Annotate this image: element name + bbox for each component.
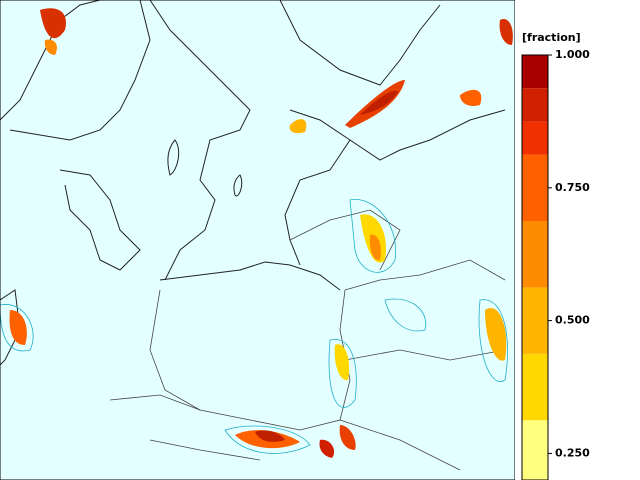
fraction-field: [9, 8, 513, 458]
fraction-contours: [0, 198, 508, 454]
colorbar: 1.000 0.750 0.500 0.250: [521, 48, 590, 480]
colorbar-band: [522, 88, 548, 122]
colorbar-tick-label: 0.250: [555, 446, 590, 459]
colorbar-tick-label: 0.500: [555, 314, 590, 327]
colorbar-band: [522, 420, 548, 480]
colorbar-band: [522, 353, 548, 421]
colorbar-tick-label: 0.750: [555, 181, 590, 194]
colorbar-band: [522, 287, 548, 354]
colorbar-band: [522, 121, 548, 155]
map-background: [0, 0, 515, 480]
colorbar-tick-label: 1.000: [555, 48, 590, 61]
colorbar-title: [fraction]: [522, 31, 581, 44]
colorbar-band: [522, 55, 548, 89]
colorbar-band: [522, 221, 548, 288]
coastlines: [0, 0, 506, 366]
colorbar-frame: [521, 54, 549, 480]
colorbar-band: [522, 154, 548, 222]
